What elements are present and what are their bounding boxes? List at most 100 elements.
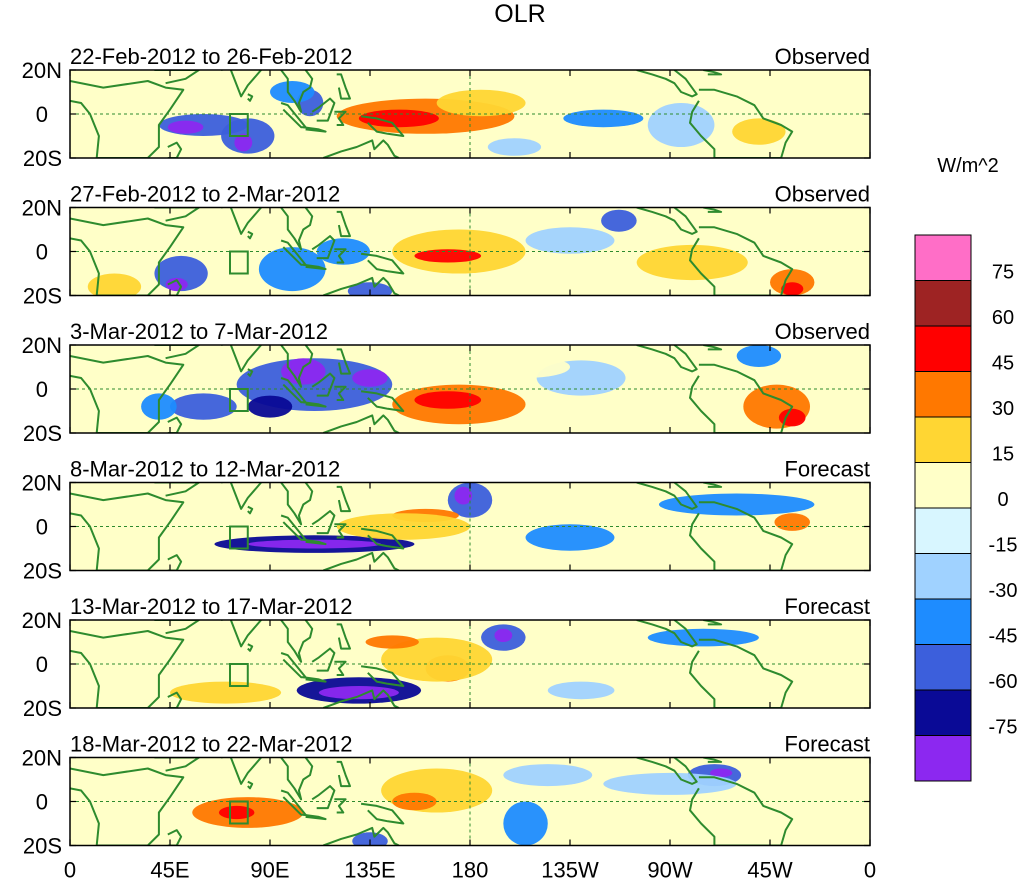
panel-period-label: 18-Mar-2012 to 22-Mar-2012 [70, 732, 352, 757]
index-box [229, 525, 249, 550]
olr-anomaly-blob [136, 495, 204, 523]
coastline [689, 363, 794, 433]
olr-anomaly-blob [547, 635, 659, 658]
map-panel-5: 20N 0 20S 13-Mar-2012 to 17-Mar-2012 Forecas… [22, 594, 871, 721]
y-tick-label: 20S [23, 834, 62, 859]
coastline [70, 630, 185, 708]
olr-anomaly-blob [681, 675, 748, 697]
coastline [247, 505, 254, 515]
colorbar-swatch [914, 371, 972, 418]
olr-anomaly-blob [436, 89, 526, 117]
x-tick-label: 135E [344, 858, 395, 883]
coastline [303, 401, 327, 408]
coastline [167, 829, 183, 846]
colorbar-swatch [914, 325, 972, 372]
colorbar-swatch [914, 507, 972, 554]
colorbar-tick-label: 60 [992, 307, 1014, 329]
panel-kind-label: Observed [775, 44, 870, 69]
coastline [360, 115, 405, 137]
olr-anomaly-blob [114, 628, 182, 656]
colorbar-tick-label: 0 [997, 489, 1008, 511]
olr-anomaly-blob [710, 768, 733, 778]
x-tick-label: 180 [452, 858, 489, 883]
coastline [247, 230, 254, 240]
coastline [636, 620, 698, 648]
coastline [247, 93, 254, 102]
colorbar-swatch [914, 553, 972, 600]
coastline [322, 826, 400, 846]
olr-anomaly-blob [336, 513, 470, 540]
index-box [229, 250, 249, 275]
coastline [703, 482, 723, 488]
map-panel-4: 20N 0 20S 8-Mar-2012 to 12-Mar-2012 Forecast [22, 457, 871, 584]
x-axis: 0 45E 90E 135E 180 135W 90W 45W 0 [64, 858, 876, 883]
colorbar-swatch [914, 234, 972, 281]
olr-anomaly-blob [87, 273, 142, 296]
olr-anomaly-blob [258, 247, 326, 292]
colorbar-units: W/m^2 [937, 155, 999, 177]
coastline [280, 207, 314, 251]
coastline [336, 485, 351, 513]
coastline [154, 757, 200, 772]
coastline [154, 482, 200, 497]
colorbar-swatch [914, 735, 972, 782]
colorbar-tick-label: 45 [992, 353, 1014, 375]
olr-anomaly-blob [347, 282, 393, 296]
y-tick-label: 20N [22, 471, 62, 496]
coastline [689, 501, 794, 571]
coastline [167, 554, 183, 571]
olr-anomaly-blob [414, 391, 482, 409]
colorbar-tick-label: -75 [989, 717, 1018, 739]
y-tick-label: 20S [23, 284, 62, 309]
coastline [221, 620, 262, 648]
coastline [303, 813, 327, 821]
olr-anomaly-blob [381, 637, 493, 682]
panel-kind-label: Forecast [784, 594, 870, 619]
index-box [229, 388, 249, 412]
coastline [334, 248, 347, 264]
coastline [247, 780, 254, 790]
colorbar: W/m^2 75 60 45 30 15 0 -15 -30 -45 -60 -75 [914, 155, 1018, 782]
coastline [167, 141, 183, 158]
index-box [229, 113, 249, 137]
map-panel-2: 20N 0 20S 27-Feb-2012 to 2-Mar-2012 Observed [22, 182, 871, 309]
olr-anomaly-blob [481, 356, 570, 378]
coastline [689, 88, 794, 158]
coastline [70, 767, 185, 846]
y-tick-label: 20N [22, 333, 62, 358]
colorbar-tick-label: -30 [989, 580, 1018, 602]
olr-anomaly-blob [732, 118, 786, 145]
panel-kind-label: Observed [775, 319, 870, 344]
panel-kind-label: Forecast [784, 732, 870, 757]
olr-anomaly-blob [87, 535, 142, 562]
colorbar-swatch [914, 416, 972, 463]
panel-field [70, 70, 870, 158]
x-tick-label: 90E [250, 858, 289, 883]
coastline [334, 385, 347, 401]
coastline [311, 97, 336, 122]
colorbar-swatch [914, 462, 972, 509]
map-panel-1: 20N 0 20S 22-Feb-2012 to 26-Feb-2012 Observe… [22, 44, 871, 171]
coastline [322, 139, 400, 158]
colorbar-swatch [914, 644, 972, 691]
coastline [336, 623, 351, 650]
olr-anomaly-blob [601, 209, 637, 232]
olr-anomaly-blob [487, 138, 542, 156]
coastline [703, 70, 723, 76]
coastline [221, 482, 262, 510]
coastline [311, 235, 336, 260]
olr-anomaly-blob [603, 382, 715, 418]
coastline [167, 279, 183, 296]
panels-group: 20N 0 20S 22-Feb-2012 to 26-Feb-2012 Observe… [22, 44, 871, 859]
coastline [336, 73, 351, 100]
coastline [280, 620, 314, 663]
panel-period-label: 27-Feb-2012 to 2-Mar-2012 [70, 182, 340, 207]
colorbar-tick-label: 30 [992, 398, 1014, 420]
olr-anomaly-blob [647, 628, 759, 647]
panel-field [70, 620, 870, 708]
olr-anomaly-blob [525, 524, 615, 551]
coastline [280, 70, 314, 113]
coastline [221, 207, 262, 235]
olr-anomaly-blob [81, 78, 148, 114]
